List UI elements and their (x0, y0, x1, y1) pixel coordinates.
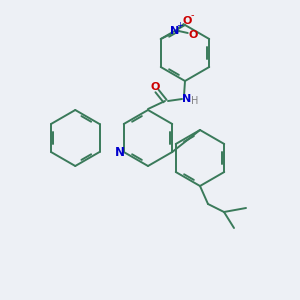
Text: -: - (191, 10, 194, 20)
Text: N: N (115, 146, 125, 158)
Text: N: N (170, 26, 179, 36)
Text: O: O (182, 16, 191, 26)
Text: H: H (191, 96, 199, 106)
Text: N: N (182, 94, 192, 104)
Text: +: + (176, 20, 183, 29)
Text: O: O (150, 82, 160, 92)
Text: O: O (188, 30, 197, 40)
